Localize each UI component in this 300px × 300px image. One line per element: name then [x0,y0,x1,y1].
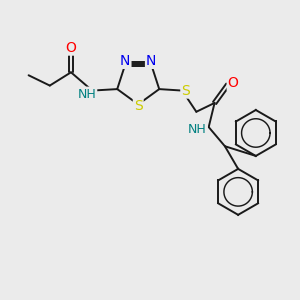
Text: S: S [134,99,142,113]
Text: NH: NH [188,123,207,136]
Text: NH: NH [77,88,96,100]
Text: O: O [66,40,76,55]
Text: S: S [181,84,190,98]
Text: N: N [120,54,130,68]
Text: N: N [146,54,156,68]
Text: O: O [228,76,238,90]
